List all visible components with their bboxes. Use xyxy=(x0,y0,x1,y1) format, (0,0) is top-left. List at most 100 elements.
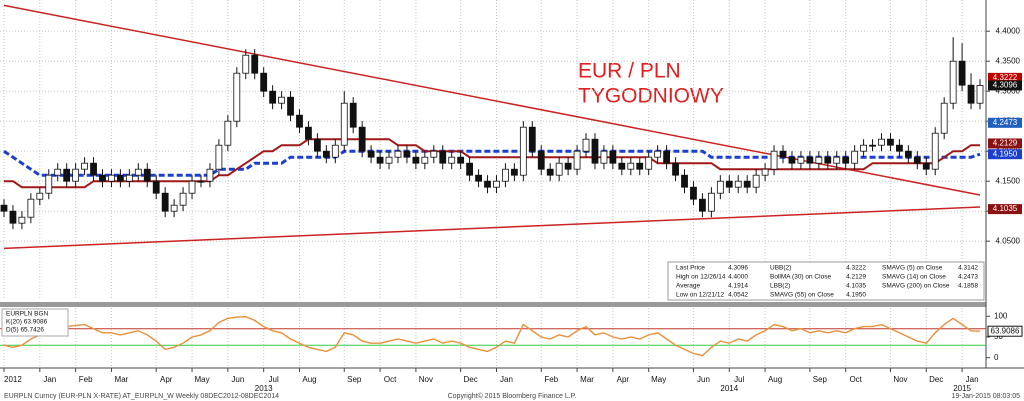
candle-body xyxy=(519,126,527,176)
candle-body xyxy=(851,150,859,164)
candle-body xyxy=(260,72,268,92)
candle-body xyxy=(143,168,151,182)
price-tag xyxy=(988,149,1022,160)
candle-body xyxy=(528,126,536,152)
y-tick-label: 4.4000 xyxy=(996,26,1021,35)
candle-body xyxy=(63,168,71,182)
price-tag xyxy=(988,138,1022,149)
candle-body xyxy=(976,85,984,104)
value-tag xyxy=(987,325,1023,337)
x-tick-label: Dec xyxy=(464,375,478,384)
candle-body xyxy=(313,138,321,152)
candle-body xyxy=(493,180,500,188)
x-tick-label: May xyxy=(194,375,209,384)
price-tag xyxy=(988,204,1022,215)
oscillator-legend-box xyxy=(1,308,69,337)
candle-body xyxy=(913,156,921,164)
candle-body xyxy=(904,150,912,158)
legend-label: Last Price xyxy=(676,265,705,272)
candle-body xyxy=(188,180,196,194)
candle-body xyxy=(940,102,948,134)
candle-body xyxy=(743,180,751,188)
x-tick-label: Dec xyxy=(929,375,943,384)
candle-body xyxy=(716,180,724,194)
x-tick-label: Nov xyxy=(893,375,907,384)
price-tag xyxy=(988,80,1022,91)
trend-line xyxy=(3,206,981,250)
x-tick-label: Apr xyxy=(160,375,173,384)
candle-body xyxy=(591,138,599,164)
candle-body xyxy=(645,156,653,170)
chart-title: EUR / PLN xyxy=(578,60,681,83)
candle-body xyxy=(197,180,205,183)
candle-body xyxy=(170,204,178,212)
candle-body xyxy=(510,168,518,176)
candle-body xyxy=(376,156,384,164)
x-tick-label: Jun xyxy=(231,375,244,384)
candle-body xyxy=(502,168,509,182)
x-tick-label: Oct xyxy=(849,375,862,384)
legend-label: LBB(2) xyxy=(770,283,790,290)
candle-body xyxy=(125,174,133,182)
candle-body xyxy=(582,138,590,152)
candle-body xyxy=(215,144,223,170)
candle-body xyxy=(403,150,411,158)
legend-label: High on 12/26/14 xyxy=(676,274,726,281)
candle-body xyxy=(681,174,688,188)
legend-label: Average xyxy=(676,283,700,290)
candle-body xyxy=(752,174,760,188)
candle-body xyxy=(224,120,232,146)
y-tick-label: 4.3000 xyxy=(996,86,1021,95)
footer-center: Copyright© 2015 Bloomberg Finance L.P. xyxy=(448,392,577,400)
candle-body xyxy=(475,174,482,182)
candle-body xyxy=(45,174,53,194)
candle-body xyxy=(833,156,841,164)
candle-body xyxy=(278,96,285,104)
candle-body xyxy=(349,102,357,128)
candle-body xyxy=(81,162,88,170)
y-tick-label: 4.3500 xyxy=(996,56,1021,65)
legend-value: 4.2129 xyxy=(846,274,866,281)
legend-value: 4.3222 xyxy=(846,265,866,272)
candle-body xyxy=(842,156,850,164)
x-tick-label: Jul xyxy=(734,375,744,384)
legend-box xyxy=(667,261,985,301)
panel-separator xyxy=(0,302,986,307)
x-tick-label: Jun xyxy=(697,375,710,384)
candle-body xyxy=(54,168,62,176)
candle-body xyxy=(931,132,939,170)
y-tick-label: 0 xyxy=(994,353,999,362)
candle-body xyxy=(815,156,823,164)
x-tick-label: Oct xyxy=(384,375,397,384)
footer-right: 19-Jan-2015 08:03:05 xyxy=(952,393,1021,400)
candle-body xyxy=(824,156,832,164)
candle-body xyxy=(287,96,294,116)
candle-body xyxy=(672,162,679,176)
candle-body xyxy=(412,156,420,164)
legend-label: SMAVG (5) on Close xyxy=(882,265,943,272)
x-tick-label: 2012 xyxy=(4,375,22,384)
candle-body xyxy=(152,180,160,194)
legend-value: 4.2473 xyxy=(958,274,978,281)
x-tick-label: Jan xyxy=(43,375,56,384)
price-tag xyxy=(988,117,1022,128)
candle-body xyxy=(699,198,706,212)
x-year-label: 2013 xyxy=(255,384,273,393)
candle-body xyxy=(18,216,26,224)
x-tick-label: Apr xyxy=(617,375,630,384)
legend-value: 4.3096 xyxy=(728,265,748,272)
candle-body xyxy=(358,126,366,152)
oscillator-legend: K(20) 63.9086 xyxy=(6,319,48,326)
legend-value: 4.4000 xyxy=(728,274,748,281)
candle-body xyxy=(206,168,214,182)
candle-body xyxy=(627,162,635,170)
candle-body xyxy=(322,150,330,158)
x-tick-label: Feb xyxy=(544,375,558,384)
x-tick-label: Nov xyxy=(419,375,433,384)
x-year-label: 2015 xyxy=(953,384,971,393)
price-tag xyxy=(988,72,1022,83)
candle-body xyxy=(394,150,402,158)
candle-body xyxy=(806,156,814,164)
